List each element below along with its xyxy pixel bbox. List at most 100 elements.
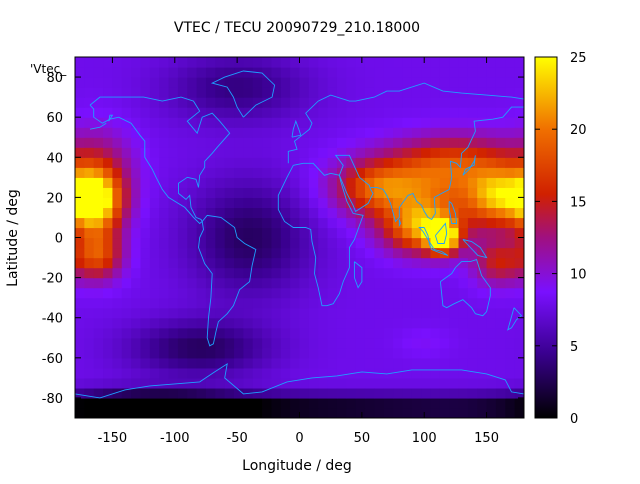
heatmap-cell (196, 237, 207, 249)
coastline (398, 219, 401, 228)
y-tick-label: -20 (42, 272, 63, 287)
heatmap-cell (252, 167, 263, 178)
heatmap-cell (149, 387, 160, 399)
heatmap-cell (421, 307, 432, 319)
heatmap-cell (299, 317, 310, 329)
heatmap-cell (121, 367, 132, 379)
heatmap-cell (393, 97, 403, 108)
heatmap-cell (75, 87, 85, 98)
heatmap-cell (252, 247, 263, 259)
heatmap-cell (280, 377, 291, 389)
heatmap-cell (290, 127, 301, 138)
heatmap-cell (75, 227, 85, 239)
heatmap-cell (121, 347, 132, 359)
heatmap-cell (355, 87, 366, 98)
heatmap-cell (196, 277, 207, 289)
heatmap-cell (458, 67, 469, 78)
heatmap-cell (75, 197, 85, 209)
heatmap-cell (93, 327, 104, 339)
heatmap-cell (196, 187, 207, 198)
heatmap-cell (402, 397, 413, 409)
heatmap-cell (149, 97, 160, 108)
heatmap-cell (402, 117, 413, 128)
heatmap-cell (393, 127, 403, 138)
heatmap-cell (477, 137, 488, 148)
heatmap-cell (364, 77, 375, 88)
y-tick-label: 20 (46, 191, 63, 206)
heatmap-cell (234, 407, 244, 418)
heatmap-cell (252, 227, 263, 239)
heatmap-cell (112, 247, 123, 259)
heatmap-cell (299, 77, 310, 88)
heatmap-cell (168, 287, 179, 299)
heatmap-cell (121, 177, 132, 188)
heatmap-cell (84, 207, 95, 219)
heatmap-cell (149, 337, 160, 349)
heatmap-cell (430, 377, 441, 389)
heatmap-cell (486, 267, 497, 279)
heatmap-cell (318, 117, 329, 128)
heatmap-cell (280, 127, 291, 138)
heatmap-cell (364, 317, 375, 329)
heatmap-cell (402, 377, 413, 389)
heatmap-cell (458, 277, 469, 289)
heatmap-cell (467, 127, 478, 138)
heatmap-cell (159, 87, 170, 98)
heatmap-cell (299, 397, 310, 409)
heatmap-cell (112, 317, 123, 329)
coastline (287, 82, 524, 164)
heatmap-cell (477, 157, 488, 168)
heatmap-cell (421, 347, 432, 359)
heatmap-cell (486, 367, 497, 379)
heatmap-cell (140, 217, 151, 229)
heatmap-cell (318, 387, 329, 399)
heatmap-cell (514, 277, 524, 289)
heatmap-cell (262, 327, 273, 339)
heatmap-cell (159, 287, 170, 299)
heatmap-cell (112, 227, 123, 239)
heatmap-cell (149, 67, 160, 78)
heatmap-cell (364, 327, 375, 339)
heatmap-cell (271, 347, 282, 359)
heatmap-cell (75, 157, 85, 168)
heatmap-cell (271, 287, 282, 299)
heatmap-cell (243, 137, 254, 148)
heatmap-cell (458, 197, 469, 209)
heatmap-cell (84, 177, 95, 188)
heatmap-cell (140, 377, 151, 389)
heatmap-cell (374, 407, 385, 418)
heatmap-cell (290, 167, 301, 178)
heatmap-cell (486, 207, 497, 219)
heatmap-cell (402, 297, 413, 309)
heatmap-cell (383, 407, 394, 418)
heatmap-cell (271, 67, 282, 78)
heatmap-cell (374, 247, 385, 259)
heatmap-cell (308, 147, 319, 158)
heatmap-cell (421, 67, 432, 78)
heatmap-cell (411, 287, 422, 299)
heatmap-cell (196, 127, 207, 138)
heatmap-cell (421, 217, 432, 229)
heatmap-cell (327, 347, 338, 359)
heatmap-cell (271, 257, 282, 269)
heatmap-cell (411, 127, 422, 138)
heatmap-cell (149, 197, 160, 209)
heatmap-cell (495, 267, 506, 279)
heatmap-cell (93, 237, 104, 249)
heatmap-cell (449, 67, 460, 78)
heatmap-cell (495, 347, 506, 359)
heatmap-cell (486, 137, 497, 148)
heatmap-cell (327, 367, 338, 379)
heatmap-cell (290, 97, 301, 108)
heatmap-cell (449, 167, 460, 178)
heatmap-cell (234, 207, 244, 219)
heatmap-cell (514, 287, 524, 299)
heatmap-cell (290, 77, 301, 88)
heatmap-cell (290, 147, 301, 158)
heatmap-cell (149, 287, 160, 299)
heatmap-cell (187, 207, 198, 219)
heatmap-cell (112, 137, 123, 148)
heatmap-cell (364, 367, 375, 379)
y-tick-label: -80 (42, 392, 63, 407)
heatmap-cell (234, 347, 244, 359)
